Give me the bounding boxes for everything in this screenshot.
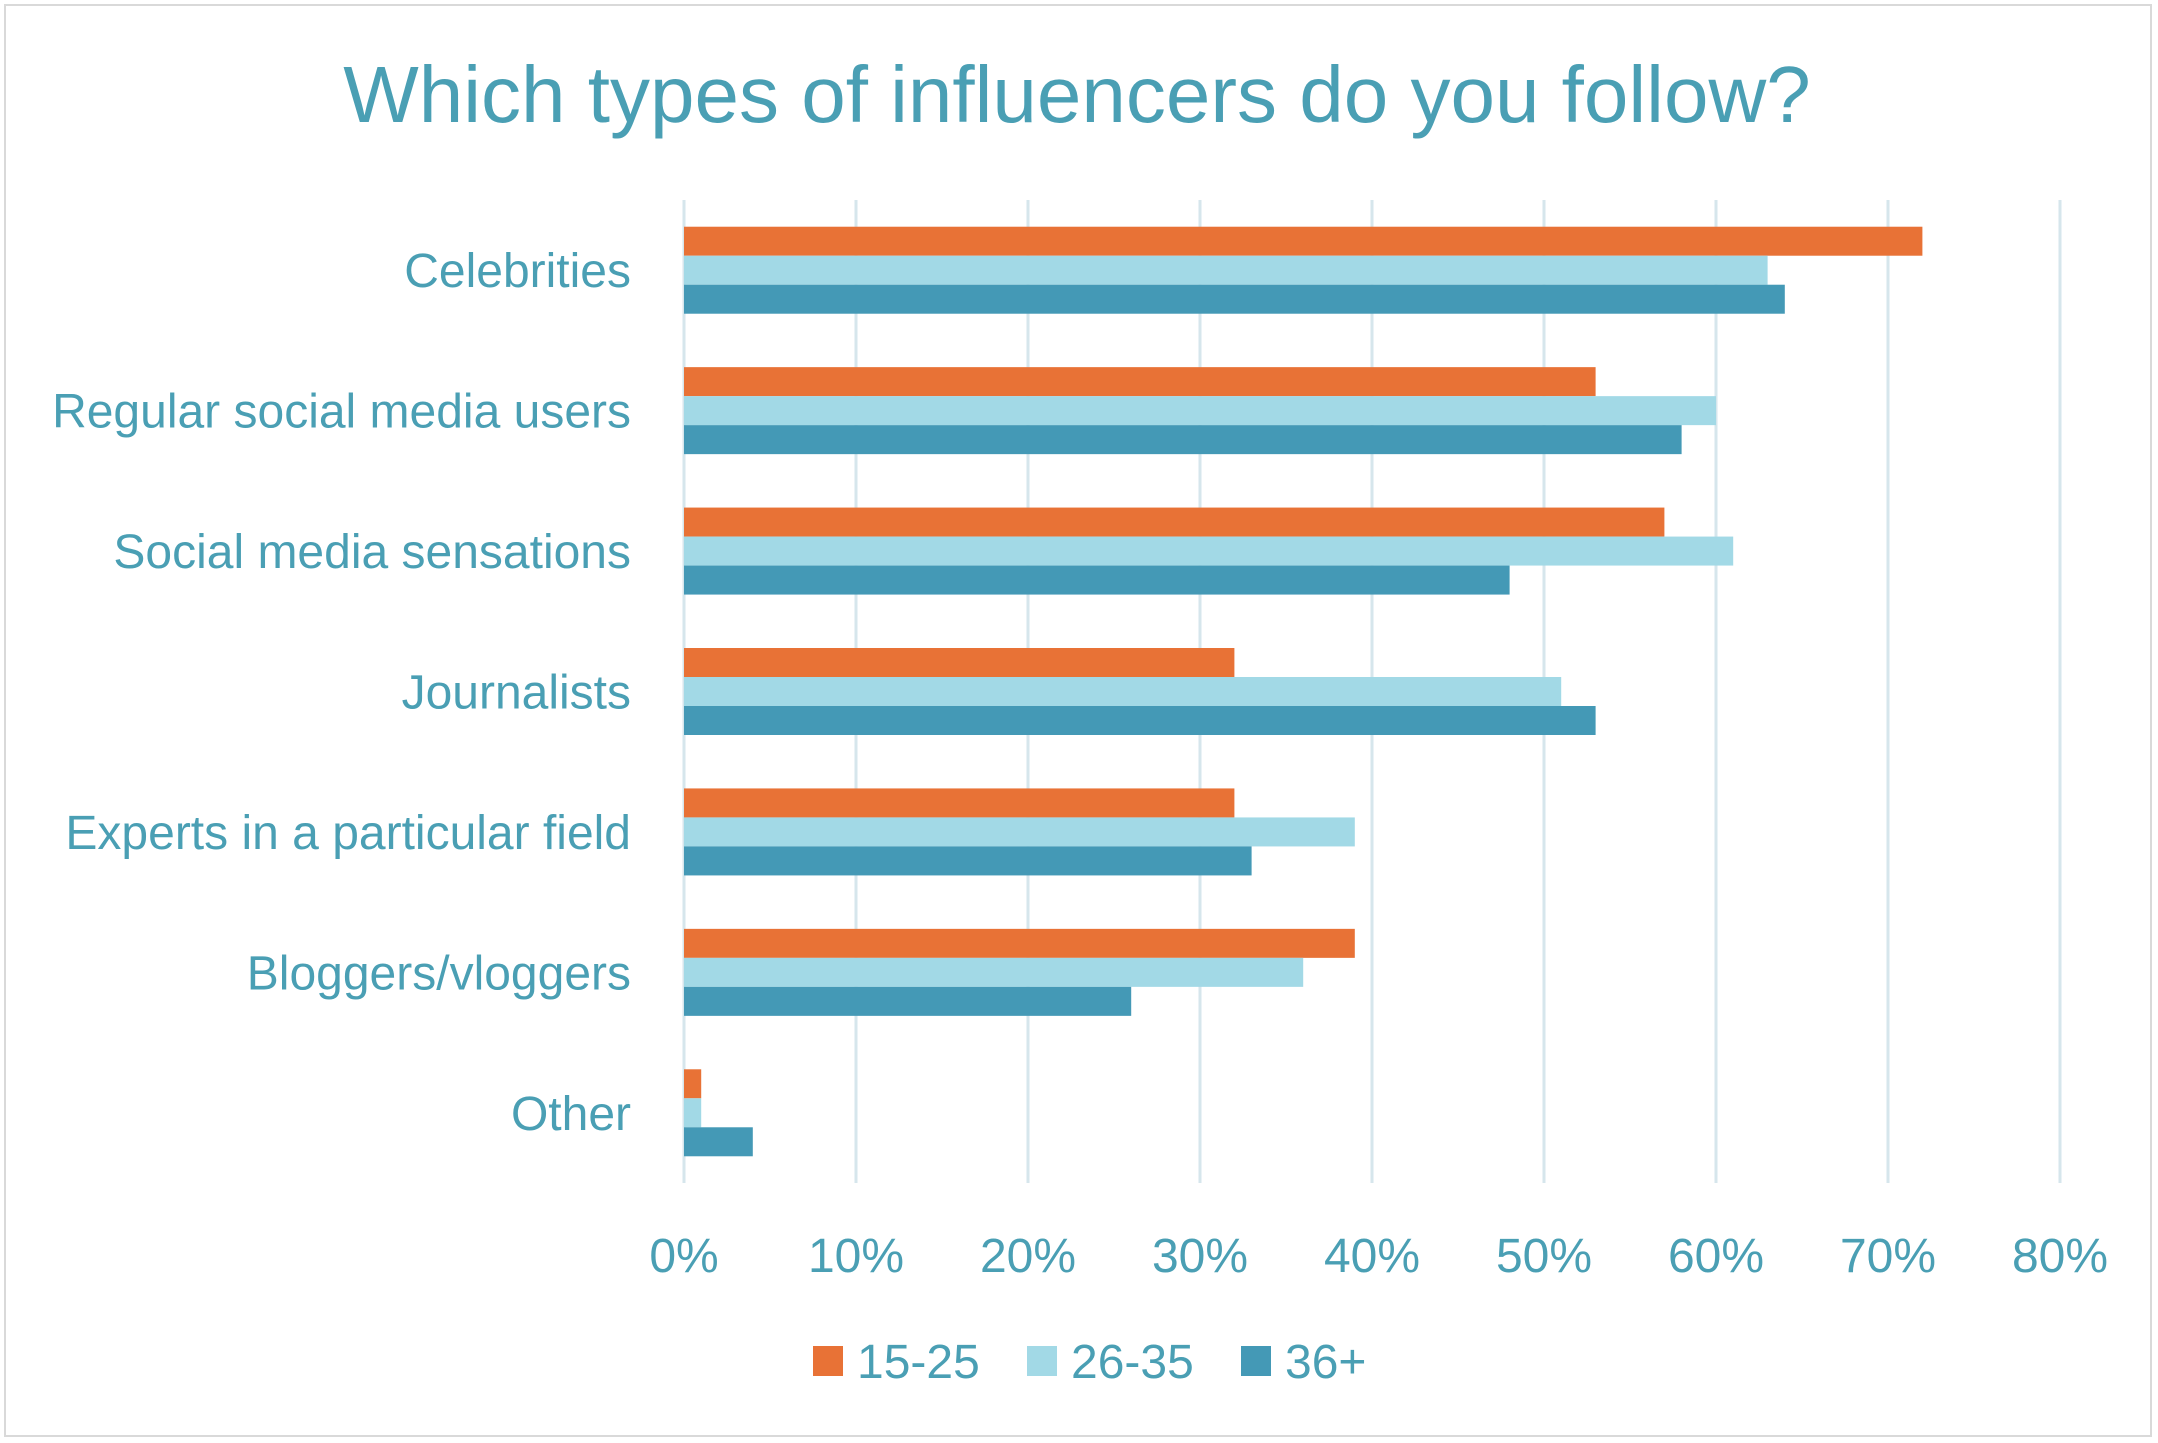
bar	[684, 367, 1596, 397]
category-label: Bloggers/vloggers	[247, 947, 631, 1000]
bar	[684, 928, 1355, 958]
bar	[684, 284, 1785, 314]
legend-swatch	[1027, 1346, 1057, 1376]
bar	[684, 1069, 702, 1099]
x-axis-tick-labels: 0% 10% 20% 30% 40% 50% 60% 70% 80%	[649, 1230, 2108, 1283]
bar	[684, 986, 1132, 1016]
x-tick-label: 50%	[1496, 1230, 1592, 1283]
legend-swatch	[813, 1346, 843, 1376]
category-label: Journalists	[402, 667, 631, 720]
bar	[684, 846, 1252, 876]
bar	[684, 536, 1734, 566]
legend-swatch	[1241, 1346, 1271, 1376]
bar	[684, 565, 1510, 595]
bar	[684, 255, 1768, 285]
x-tick-label: 30%	[1152, 1230, 1248, 1283]
x-tick-label: 0%	[649, 1230, 718, 1283]
bar	[684, 788, 1235, 818]
bar	[684, 1127, 753, 1157]
bars	[684, 226, 1923, 1157]
legend-label: 26-35	[1071, 1336, 1194, 1389]
chart-title: Which types of influencers do you follow…	[343, 50, 1810, 139]
bar	[684, 817, 1355, 847]
x-tick-label: 70%	[1840, 1230, 1936, 1283]
bar	[684, 226, 1923, 256]
bar	[684, 507, 1665, 537]
bar	[684, 1098, 702, 1128]
legend: 15-25 26-35 36+	[813, 1336, 1366, 1389]
x-tick-label: 20%	[980, 1230, 1076, 1283]
category-label: Experts in a particular field	[65, 807, 631, 860]
category-labels: Celebrities Regular social media users Soc…	[52, 245, 631, 1141]
category-label: Social media sensations	[113, 526, 631, 579]
bar	[684, 677, 1562, 706]
category-label: Regular social media users	[52, 386, 631, 439]
legend-label: 15-25	[857, 1336, 980, 1389]
bar	[684, 425, 1682, 455]
bar	[684, 957, 1304, 987]
bar	[684, 648, 1235, 677]
category-label: Celebrities	[404, 245, 631, 298]
category-label: Other	[511, 1088, 631, 1141]
x-tick-label: 60%	[1668, 1230, 1764, 1283]
x-tick-label: 80%	[2012, 1230, 2108, 1283]
legend-label: 36+	[1285, 1336, 1366, 1389]
x-tick-label: 40%	[1324, 1230, 1420, 1283]
x-tick-label: 10%	[808, 1230, 904, 1283]
bar	[684, 396, 1716, 426]
bar	[684, 706, 1596, 735]
